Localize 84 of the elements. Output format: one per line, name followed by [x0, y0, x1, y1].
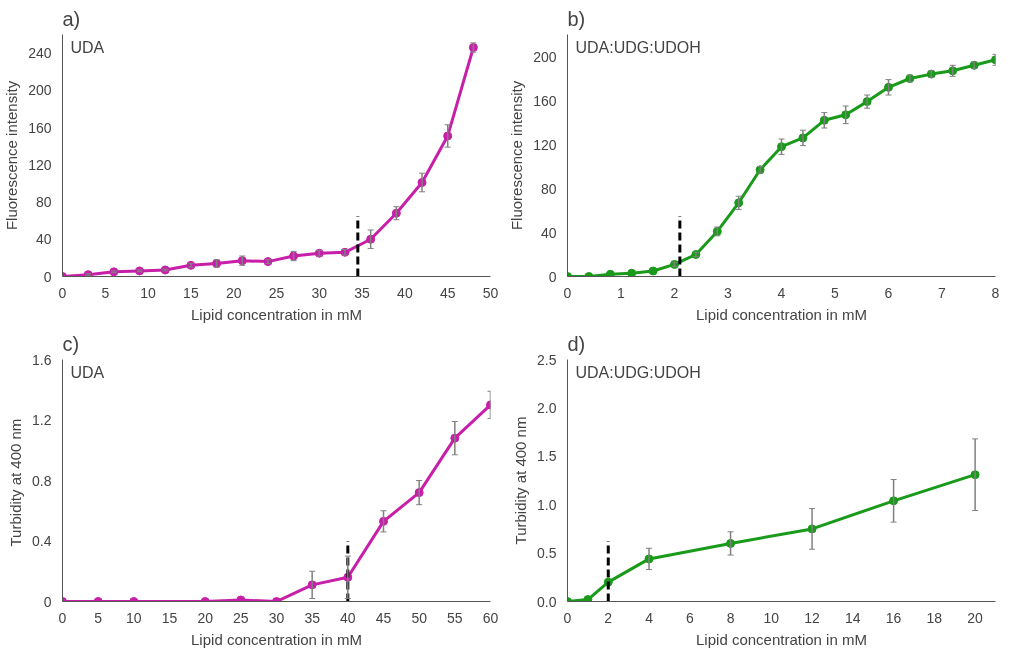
x-tick-label: 40 — [397, 284, 413, 301]
x-tick-label: 2 — [670, 284, 679, 301]
x-tick-label: 5 — [94, 609, 103, 626]
y-tick-label: 0 — [43, 268, 52, 285]
y-tick-label: 0 — [43, 593, 52, 610]
x-tick-label: 30 — [311, 284, 328, 301]
x-tick-label: 6 — [884, 284, 893, 301]
x-tick-label: 8 — [991, 284, 1000, 301]
annotation: UDA — [70, 38, 105, 56]
y-tick-label: 0 — [548, 268, 557, 285]
y-tick-label: 40 — [540, 224, 557, 241]
x-tick-label: 45 — [439, 284, 456, 301]
x-tick-label: 10 — [763, 609, 780, 626]
y-tick-label: 160 — [28, 119, 52, 136]
x-tick-label: 40 — [340, 609, 356, 626]
x-tick-label: 60 — [482, 609, 499, 626]
y-tick-label: 80 — [35, 194, 52, 211]
y-tick-label: 0.0 — [537, 593, 557, 610]
x-tick-label: 15 — [183, 284, 199, 301]
x-tick-label: 45 — [375, 609, 392, 626]
annotation: UDA:UDG:UDOH — [575, 38, 701, 56]
y-tick-label: 120 — [533, 136, 557, 153]
x-tick-label: 7 — [938, 284, 947, 301]
y-tick-label: 1.5 — [537, 448, 557, 465]
y-tick-label: 1.6 — [32, 351, 52, 368]
y-tick-label: 200 — [533, 48, 557, 65]
chart-title: a) — [62, 7, 81, 30]
x-tick-label: 25 — [268, 284, 285, 301]
x-tick-label: 18 — [926, 609, 943, 626]
y-axis-title: Fluorescence intensity — [3, 80, 21, 231]
y-tick-label: 0.5 — [537, 545, 557, 562]
x-tick-label: 20 — [225, 284, 242, 301]
x-axis-title: Lipid concentration in mM — [191, 630, 362, 648]
y-tick-label: 200 — [28, 82, 52, 99]
y-tick-label: 40 — [35, 231, 52, 248]
x-tick-label: 0 — [58, 609, 67, 626]
y-axis-title: Turbidity at 400 nm — [7, 418, 25, 547]
x-tick-label: 6 — [685, 609, 694, 626]
y-tick-label: 2.5 — [537, 351, 557, 368]
x-tick-label: 1 — [617, 284, 626, 301]
x-tick-label: 35 — [304, 609, 321, 626]
x-tick-label: 8 — [726, 609, 735, 626]
x-tick-label: 5 — [831, 284, 840, 301]
x-tick-label: 35 — [354, 284, 371, 301]
chart-title: b) — [567, 7, 586, 30]
x-tick-label: 16 — [885, 609, 902, 626]
x-tick-label: 55 — [447, 609, 463, 626]
x-tick-label: 20 — [967, 609, 984, 626]
y-tick-label: 1.2 — [32, 412, 52, 428]
x-tick-label: 0 — [563, 609, 572, 626]
x-tick-label: 25 — [233, 609, 249, 626]
y-axis-title: Turbidity at 400 nm — [512, 416, 530, 545]
x-tick-label: 10 — [126, 609, 142, 626]
y-tick-label: 1.0 — [537, 496, 557, 513]
y-tick-label: 120 — [28, 156, 52, 173]
x-axis-title: Lipid concentration in mM — [696, 305, 867, 323]
y-axis-title: Fluorescence intensity — [508, 80, 526, 231]
x-tick-label: 0 — [563, 284, 572, 301]
x-tick-label: 50 — [411, 609, 428, 626]
chart-title: c) — [62, 332, 80, 355]
y-tick-label: 0.8 — [32, 472, 52, 489]
x-tick-label: 3 — [724, 284, 733, 301]
x-tick-label: 4 — [777, 284, 786, 301]
annotation: UDA:UDG:UDOH — [575, 363, 701, 381]
x-tick-label: 14 — [845, 609, 861, 626]
y-tick-label: 2.0 — [537, 399, 557, 416]
chart-title: d) — [567, 332, 586, 355]
x-tick-label: 50 — [482, 284, 499, 301]
x-tick-label: 12 — [804, 609, 821, 626]
annotation: UDA — [70, 363, 105, 381]
x-axis-title: Lipid concentration in mM — [696, 630, 867, 648]
x-tick-label: 0 — [58, 284, 67, 301]
x-tick-label: 20 — [197, 609, 214, 626]
y-tick-label: 0.4 — [32, 533, 52, 549]
x-tick-label: 30 — [268, 609, 285, 626]
y-tick-label: 160 — [533, 92, 557, 109]
y-tick-label: 80 — [540, 180, 557, 197]
x-tick-label: 10 — [140, 284, 157, 301]
x-tick-label: 4 — [645, 609, 654, 626]
x-tick-label: 5 — [101, 284, 110, 301]
x-tick-label: 15 — [161, 609, 178, 626]
x-axis-title: Lipid concentration in mM — [191, 305, 362, 323]
y-tick-label: 240 — [28, 45, 52, 62]
x-tick-label: 2 — [604, 609, 613, 626]
